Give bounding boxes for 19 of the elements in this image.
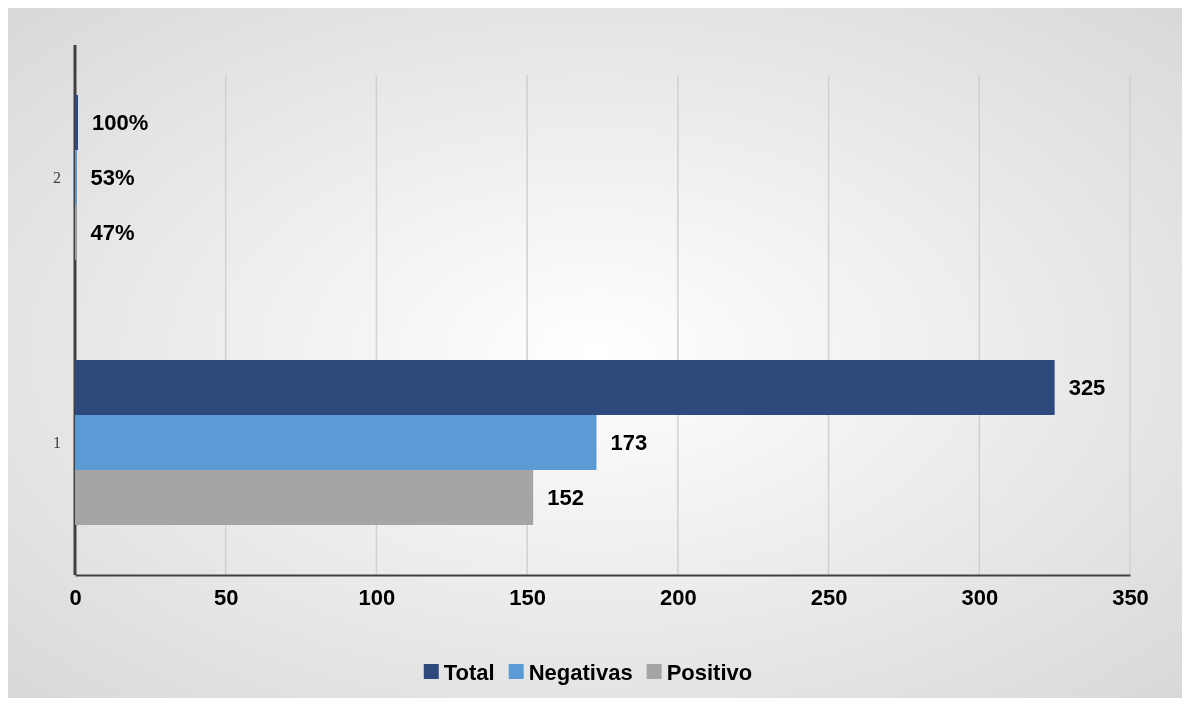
data-label: 173 (610, 430, 648, 456)
x-tick-label: 250 (810, 584, 848, 610)
data-label: 47% (90, 220, 135, 246)
x-tick-label: 100 (358, 584, 396, 610)
x-tick-label: 0 (69, 584, 82, 610)
legend-label: Negativas (528, 659, 633, 685)
x-tick-label: 150 (509, 584, 546, 610)
y-tick-label: 1 (53, 433, 61, 451)
data-label: 100% (92, 110, 149, 136)
x-tick-label: 350 (1112, 584, 1149, 610)
data-label: 53% (90, 165, 135, 191)
x-tick-label: 200 (660, 584, 697, 610)
x-tick-label: 50 (213, 584, 239, 610)
data-label: 325 (1068, 375, 1106, 401)
y-tick-label: 2 (53, 168, 61, 186)
legend-label: Positivo (666, 659, 753, 685)
legend-label: Total (443, 659, 495, 685)
data-label: 152 (547, 485, 584, 511)
x-tick-label: 300 (961, 584, 999, 610)
